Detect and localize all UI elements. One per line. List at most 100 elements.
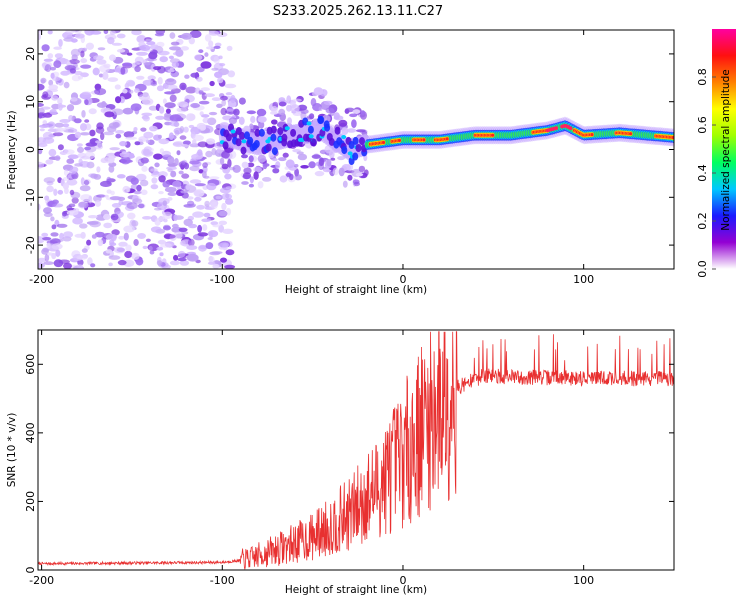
heat-cell xyxy=(281,138,288,147)
heat-cell xyxy=(218,55,223,60)
heat-cell xyxy=(293,164,299,168)
heat-cell xyxy=(127,80,136,87)
heat-cell xyxy=(360,110,366,116)
colorbar-tick-label: 0.4 xyxy=(696,164,709,182)
heat-cell xyxy=(241,181,249,185)
heat-cell xyxy=(171,61,180,68)
heat-cell xyxy=(136,35,146,44)
heat-cell xyxy=(328,137,335,146)
heat-cell xyxy=(51,103,61,110)
heat-cell xyxy=(61,211,67,217)
heat-cell xyxy=(66,158,75,164)
heat-cell xyxy=(95,140,102,144)
heat-cell xyxy=(189,30,202,38)
snr-line xyxy=(38,331,674,570)
heat-cell xyxy=(38,30,42,35)
colorbar-tick-label: 0.8 xyxy=(696,68,709,86)
heat-cell xyxy=(135,173,147,182)
heat-cell xyxy=(156,260,163,266)
heat-cell xyxy=(163,225,171,231)
heat-cell xyxy=(337,156,345,161)
heat-cell xyxy=(179,260,190,266)
heat-cell xyxy=(204,34,212,42)
heat-cell xyxy=(285,159,295,169)
heat-cell xyxy=(108,255,121,260)
heat-cell xyxy=(90,263,96,268)
heat-cell xyxy=(55,127,67,132)
heat-cell xyxy=(169,260,180,266)
x-tick-label: 0 xyxy=(399,574,406,587)
heat-cell xyxy=(278,108,286,116)
heat-cell xyxy=(196,66,205,73)
heat-cell xyxy=(271,119,278,125)
heat-cell xyxy=(108,262,113,267)
heat-cell xyxy=(53,60,62,68)
heat-cell xyxy=(66,179,78,186)
heat-cell xyxy=(491,133,495,137)
heat-cell xyxy=(180,190,188,194)
heat-cell xyxy=(248,155,254,163)
heat-cell xyxy=(238,97,246,105)
heat-cell xyxy=(57,189,64,195)
heat-cell xyxy=(171,226,183,233)
heat-cell xyxy=(57,102,63,111)
heat-cell xyxy=(119,141,128,147)
heat-cell xyxy=(132,198,143,204)
heat-cell xyxy=(67,154,79,159)
heat-cell xyxy=(159,148,164,154)
heat-cell xyxy=(314,170,325,177)
heat-cell xyxy=(568,126,573,131)
heat-cell xyxy=(220,95,228,101)
heat-cell xyxy=(122,62,133,67)
heat-cell xyxy=(50,72,55,79)
heat-cell xyxy=(120,156,131,165)
heat-cell xyxy=(164,234,176,239)
heat-cell xyxy=(230,94,236,104)
heat-cell xyxy=(167,69,175,73)
heat-cell xyxy=(183,126,189,133)
heat-cell xyxy=(103,63,111,68)
heat-cell xyxy=(51,224,57,230)
heat-cell xyxy=(122,107,134,115)
heat-cell xyxy=(188,37,195,45)
heat-cell xyxy=(157,246,163,250)
heat-cell xyxy=(224,173,232,180)
heat-cell xyxy=(279,175,288,183)
heat-cell xyxy=(94,231,105,238)
heat-cell xyxy=(254,128,261,137)
heat-cell xyxy=(140,179,149,187)
heat-cell xyxy=(286,95,292,104)
x-tick-label: -200 xyxy=(29,574,54,587)
heat-cell xyxy=(200,61,212,69)
heat-cell xyxy=(238,116,245,125)
heat-cell xyxy=(172,223,179,229)
heat-cell xyxy=(181,84,186,90)
heat-cell xyxy=(219,63,226,67)
heat-cell xyxy=(155,115,165,120)
heat-cell xyxy=(161,150,171,157)
heat-cell xyxy=(89,220,101,228)
heat-cell xyxy=(150,184,159,190)
heat-cell xyxy=(256,108,267,117)
heat-cell xyxy=(65,30,76,34)
heat-cell xyxy=(116,48,126,53)
heat-cell xyxy=(338,167,345,177)
heat-cell xyxy=(185,184,190,190)
heat-cell xyxy=(44,253,50,262)
heat-cell xyxy=(109,147,120,151)
heat-cell xyxy=(107,155,115,164)
heat-cell xyxy=(100,180,112,187)
heat-cell xyxy=(242,174,251,180)
heat-cell xyxy=(445,137,449,141)
heat-cell xyxy=(190,103,201,108)
heat-cell xyxy=(247,162,255,168)
heat-cell xyxy=(178,227,188,232)
heat-cell xyxy=(198,100,210,105)
heat-cell xyxy=(181,173,190,179)
heat-cell xyxy=(54,122,64,128)
x-tick-label: 100 xyxy=(573,574,594,587)
heat-cell xyxy=(45,159,54,165)
heat-cell xyxy=(163,218,168,223)
heat-cell xyxy=(308,161,316,169)
heat-cell xyxy=(134,141,141,146)
